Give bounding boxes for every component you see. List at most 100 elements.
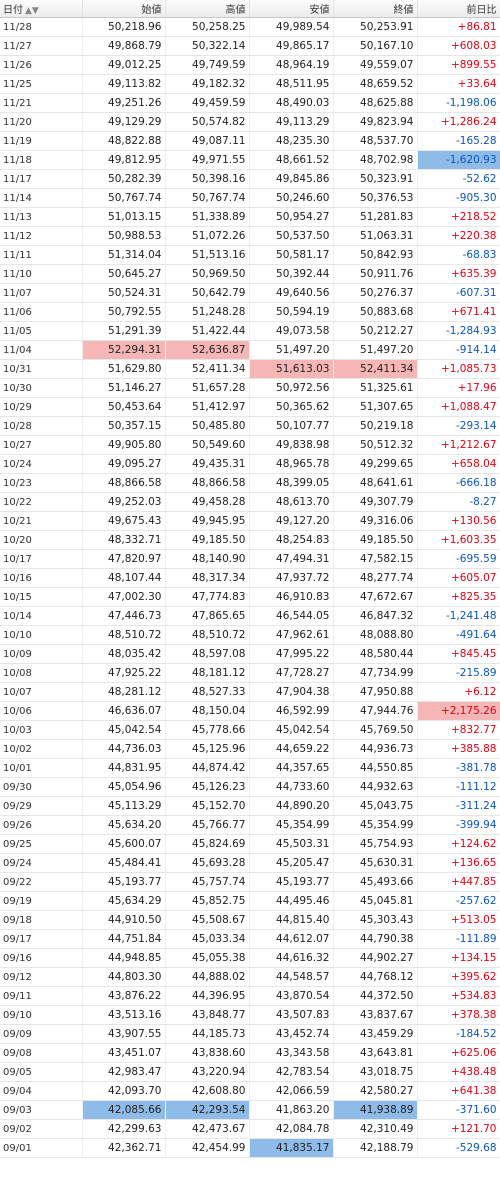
column-header-low[interactable]: 安値 — [249, 0, 334, 18]
cell-low: 48,964.19 — [249, 55, 334, 75]
cell-open: 45,484.41 — [82, 853, 166, 873]
cell-high: 45,757.74 — [165, 872, 250, 892]
cell-close: 50,212.27 — [333, 321, 418, 341]
cell-low: 42,783.54 — [249, 1062, 334, 1082]
cell-close: 45,303.43 — [333, 910, 418, 930]
cell-change: -666.18 — [417, 473, 500, 493]
cell-low: 48,235.30 — [249, 131, 334, 151]
cell-open: 49,905.80 — [82, 435, 166, 455]
cell-change: +1,286.24 — [417, 112, 500, 132]
column-header-change[interactable]: 前日比 — [417, 0, 500, 18]
cell-low: 44,815.40 — [249, 910, 334, 930]
cell-low: 45,193.77 — [249, 872, 334, 892]
cell-high: 44,874.42 — [165, 758, 250, 778]
cell-close: 47,672.67 — [333, 587, 418, 607]
cell-date: 10/21 — [0, 511, 83, 531]
table-row: 09/25 45,600.07 45,824.69 45,503.31 45,754.9… — [0, 834, 500, 854]
cell-high: 45,693.28 — [165, 853, 250, 873]
cell-open: 44,736.03 — [82, 739, 166, 759]
cell-date: 09/17 — [0, 929, 83, 949]
table-row: 10/23 48,866.58 48,866.58 48,399.05 48,641.6… — [0, 473, 500, 493]
cell-close: 50,219.18 — [333, 416, 418, 436]
cell-close: 44,768.12 — [333, 967, 418, 987]
table-row: 11/27 49,868.79 50,322.14 49,865.17 50,167.1… — [0, 36, 500, 56]
cell-close: 47,582.15 — [333, 549, 418, 569]
table-row: 11/07 50,524.31 50,642.79 49,640.56 50,276.3… — [0, 283, 500, 303]
cell-open: 48,822.88 — [82, 131, 166, 151]
sort-arrows-icon[interactable]: ▲▼ — [25, 6, 39, 16]
cell-high: 48,597.08 — [165, 644, 250, 664]
cell-change: +513.05 — [417, 910, 500, 930]
cell-close: 44,372.50 — [333, 986, 418, 1006]
column-header-open[interactable]: 始値 — [82, 0, 166, 18]
cell-date: 09/16 — [0, 948, 83, 968]
cell-low: 44,357.65 — [249, 758, 334, 778]
table-row: 09/10 43,513.16 43,848.77 43,507.83 43,837.6… — [0, 1005, 500, 1025]
cell-high: 45,055.38 — [165, 948, 250, 968]
cell-low: 50,954.27 — [249, 207, 334, 227]
cell-change: -293.14 — [417, 416, 500, 436]
cell-high: 42,608.80 — [165, 1081, 250, 1101]
cell-change: -68.83 — [417, 245, 500, 265]
cell-low: 49,989.54 — [249, 17, 334, 37]
cell-high: 50,398.16 — [165, 169, 250, 189]
cell-date: 11/26 — [0, 55, 83, 75]
cell-high: 44,396.95 — [165, 986, 250, 1006]
cell-low: 43,507.83 — [249, 1005, 334, 1025]
column-header-high[interactable]: 高値 — [165, 0, 250, 18]
cell-low: 51,613.03 — [248, 359, 334, 379]
cell-change: +1,212.67 — [417, 435, 500, 455]
cell-high: 45,778.66 — [165, 720, 250, 740]
table-row: 11/12 50,988.53 51,072.26 50,537.50 51,063.3… — [0, 226, 500, 246]
column-header-close[interactable]: 終値 — [333, 0, 418, 18]
cell-low: 43,343.58 — [249, 1043, 334, 1063]
cell-change: +534.83 — [417, 986, 500, 1006]
cell-open: 49,868.79 — [82, 36, 166, 56]
cell-date: 09/30 — [0, 777, 83, 797]
cell-open: 50,524.31 — [82, 283, 166, 303]
cell-open: 45,042.54 — [82, 720, 166, 740]
cell-low: 50,594.19 — [249, 302, 334, 322]
cell-change: -914.14 — [417, 340, 500, 360]
cell-low: 47,937.72 — [249, 568, 334, 588]
cell-close: 48,702.98 — [333, 150, 418, 170]
cell-date: 10/17 — [0, 549, 83, 569]
cell-date: 10/01 — [0, 758, 83, 778]
table-row: 10/20 48,332.71 49,185.50 48,254.83 49,185.5… — [0, 530, 500, 550]
table-row: 10/24 49,095.27 49,435.31 48,965.78 49,299.6… — [0, 454, 500, 474]
cell-date: 11/25 — [0, 74, 83, 94]
cell-date: 09/29 — [0, 796, 83, 816]
column-header-date[interactable]: 日付 ▲▼ — [0, 0, 83, 18]
cell-change: -111.89 — [417, 929, 500, 949]
cell-change: +845.45 — [417, 644, 500, 664]
cell-date: 10/06 — [0, 701, 83, 721]
cell-close: 49,823.94 — [333, 112, 418, 132]
cell-date: 09/02 — [0, 1119, 83, 1139]
cell-close: 44,790.38 — [333, 929, 418, 949]
cell-low: 49,865.17 — [249, 36, 334, 56]
cell-close: 51,307.65 — [333, 397, 418, 417]
cell-open: 44,803.30 — [82, 967, 166, 987]
cell-open: 52,294.31 — [81, 340, 166, 360]
table-row: 10/15 47,002.30 47,774.83 46,910.83 47,672.6… — [0, 587, 500, 607]
cell-change: +134.15 — [417, 948, 500, 968]
cell-low: 50,392.44 — [249, 264, 334, 284]
cell-close: 48,641.61 — [333, 473, 418, 493]
cell-open: 42,085.66 — [81, 1100, 166, 1120]
cell-close: 50,911.76 — [333, 264, 418, 284]
cell-close: 42,580.27 — [333, 1081, 418, 1101]
cell-open: 51,146.27 — [82, 378, 166, 398]
cell-high: 47,865.65 — [165, 606, 250, 626]
cell-high: 51,657.28 — [165, 378, 250, 398]
cell-low: 49,640.56 — [249, 283, 334, 303]
cell-high: 48,140.90 — [165, 549, 250, 569]
cell-open: 44,948.85 — [82, 948, 166, 968]
cell-close: 50,842.93 — [333, 245, 418, 265]
cell-high: 43,220.94 — [165, 1062, 250, 1082]
table-row: 10/21 49,675.43 49,945.95 49,127.20 49,316.0… — [0, 511, 500, 531]
table-row: 10/31 51,629.80 52,411.34 51,613.03 52,411.3… — [0, 359, 500, 379]
cell-high: 49,182.32 — [165, 74, 250, 94]
cell-open: 43,451.07 — [82, 1043, 166, 1063]
cell-open: 49,012.25 — [82, 55, 166, 75]
cell-close: 49,316.06 — [333, 511, 418, 531]
